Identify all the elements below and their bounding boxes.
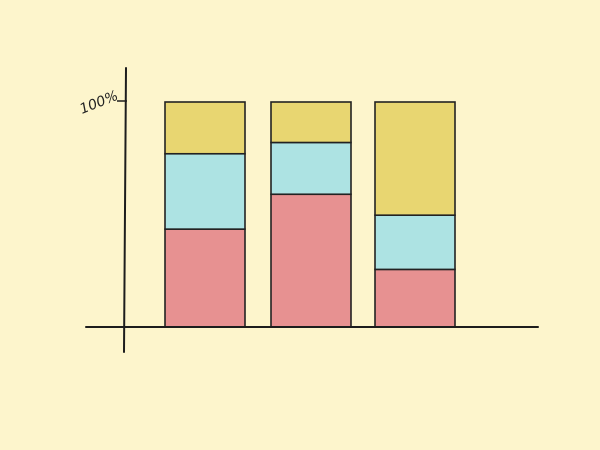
bar-2-segment-middle — [270, 141, 352, 196]
bar-1-segment-bottom — [164, 228, 246, 328]
bar-3-segment-middle — [374, 214, 456, 271]
bar-1-segment-top — [164, 101, 246, 155]
bar-2-segment-bottom — [270, 193, 352, 328]
y-tick-label-100: 100% — [78, 88, 121, 118]
bar-1-segment-middle — [164, 152, 246, 230]
bar-2-segment-top — [270, 101, 352, 144]
bar-3-segment-bottom — [374, 268, 456, 328]
bars-layer — [164, 101, 456, 328]
bar-3-segment-top — [374, 101, 456, 216]
y-axis — [123, 67, 127, 353]
